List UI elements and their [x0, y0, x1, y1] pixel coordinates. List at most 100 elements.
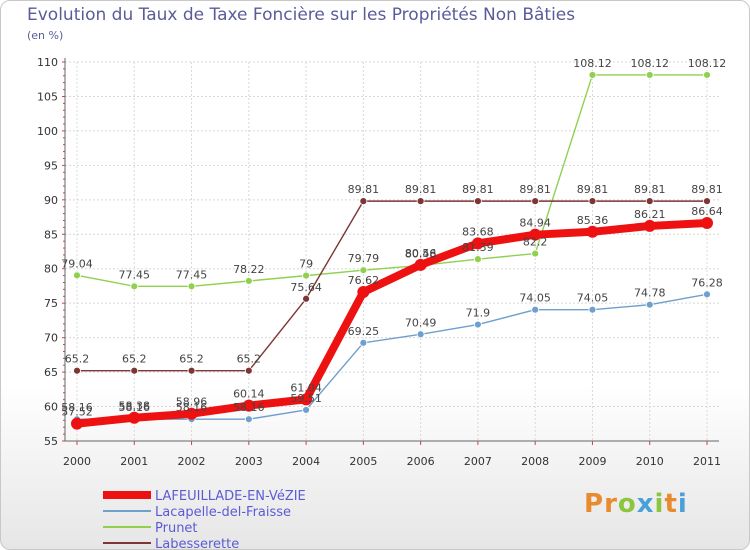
data-label: 78.22 [233, 263, 265, 276]
data-point-labesserette [187, 366, 196, 375]
x-tick-label: 2006 [407, 455, 435, 468]
data-point-lafeuillade-en-ve-zie [471, 237, 484, 250]
data-point-lafeuillade-en-ve-zie [300, 393, 313, 406]
data-point-prunet [474, 255, 482, 264]
y-tick-label: 75 [44, 297, 58, 310]
data-point-lafeuillade-en-ve-zie [701, 216, 713, 229]
data-point-labesserette [531, 197, 540, 206]
data-label: 85.36 [577, 214, 609, 227]
data-label: 58.16 [176, 401, 208, 414]
logo-letter: t [664, 489, 678, 519]
data-point-lafeuillade-en-ve-zie [185, 407, 198, 420]
data-point-lacapelle-del-fraisse [531, 305, 540, 314]
legend: LAFEUILLADE-EN-VéZIELacapelle-del-Fraiss… [103, 489, 306, 549]
data-point-lafeuillade-en-ve-zie [414, 258, 427, 271]
data-label: 84.94 [519, 217, 551, 230]
data-point-labesserette [130, 366, 139, 375]
x-tick-label: 2009 [578, 455, 606, 468]
data-label: 65.2 [65, 353, 90, 366]
legend-label: Lacapelle-del-Fraisse [155, 505, 291, 520]
data-label: 70.49 [405, 316, 437, 329]
y-tick-label: 110 [37, 56, 58, 69]
data-label: 77.45 [119, 268, 151, 281]
data-label: 89.81 [348, 183, 380, 196]
y-tick-label: 100 [37, 125, 58, 138]
data-point-labesserette [73, 366, 81, 375]
data-point-prunet [588, 71, 597, 79]
data-point-prunet [531, 249, 540, 258]
data-point-lacapelle-del-fraisse [703, 290, 711, 299]
logo-letter: r [604, 489, 618, 519]
data-label: 81.39 [462, 241, 494, 254]
data-point-prunet [302, 271, 310, 280]
y-tick-label: 60 [44, 401, 58, 414]
x-tick-label: 2011 [693, 455, 721, 468]
x-tick-label: 2003 [235, 455, 263, 468]
data-label: 79.79 [348, 252, 380, 265]
data-label: 89.81 [462, 183, 494, 196]
data-label: 65.2 [179, 353, 204, 366]
data-point-prunet [187, 282, 196, 291]
data-point-lafeuillade-en-ve-zie [128, 411, 141, 424]
data-label: 79 [299, 258, 313, 271]
data-label: 58.16 [119, 401, 151, 414]
data-point-lafeuillade-en-ve-zie [586, 225, 599, 238]
data-point-lacapelle-del-fraisse [302, 406, 310, 414]
series-line-labesserette [76, 200, 708, 372]
data-label: 58.16 [233, 401, 265, 414]
logo-letter: P [584, 489, 605, 519]
data-point-prunet [73, 271, 81, 280]
data-label: 108.12 [630, 57, 669, 70]
data-label: 79.04 [61, 257, 93, 270]
data-label: 69.25 [348, 325, 380, 338]
data-label: 60.14 [233, 388, 265, 401]
data-label: 83.68 [462, 225, 494, 238]
data-point-labesserette [645, 197, 654, 206]
data-point-labesserette [474, 197, 482, 206]
data-label: 65.2 [237, 353, 262, 366]
data-label: 59.51 [290, 392, 322, 405]
series-line-lacapelle-del-fraisse [76, 293, 708, 420]
logo-letter: x [636, 489, 655, 519]
data-point-lafeuillade-en-ve-zie [529, 228, 542, 241]
data-point-labesserette [244, 366, 253, 375]
data-point-lacapelle-del-fraisse [645, 300, 654, 309]
data-label: 76.28 [691, 276, 723, 289]
series-line-prunet [76, 74, 708, 287]
chart-unit-label: (en %) [27, 29, 64, 42]
data-point-labesserette [703, 197, 711, 206]
y-axis: 55 60 65 70 75 80 85 90 95 100 105 110 [37, 56, 66, 448]
data-point-labesserette [302, 294, 310, 303]
x-axis: 2000 2001 2002 2003 2004 2005 2006 2007 2008 2009… [63, 440, 721, 468]
logo-letter: i [677, 489, 688, 519]
data-label: 82.2 [523, 236, 548, 249]
x-tick-label: 2002 [178, 455, 206, 468]
data-point-lacapelle-del-fraisse [359, 338, 368, 347]
logo-letter: i [654, 489, 665, 519]
data-point-lafeuillade-en-ve-zie [71, 417, 83, 430]
chart-title: Evolution du Taux de Taxe Foncière sur l… [27, 5, 576, 25]
y-tick-label: 70 [44, 332, 58, 345]
data-label: 89.81 [519, 183, 551, 196]
y-tick-label: 85 [44, 228, 58, 241]
series-layer [71, 71, 713, 430]
data-label: 86.21 [634, 208, 666, 221]
data-point-lacapelle-del-fraisse [588, 305, 597, 314]
data-label: 89.81 [691, 183, 723, 196]
data-label: 57.52 [61, 406, 93, 419]
data-point-lacapelle-del-fraisse [244, 415, 253, 424]
data-label: 80.56 [405, 247, 437, 260]
data-point-prunet [703, 71, 711, 79]
data-label: 80.48 [405, 247, 437, 260]
data-point-lafeuillade-en-ve-zie [242, 399, 255, 412]
data-label: 61.04 [290, 381, 322, 394]
x-tick-label: 2004 [292, 455, 320, 468]
x-tick-label: 2007 [464, 455, 492, 468]
x-tick-label: 2005 [349, 455, 377, 468]
data-label: 58.16 [61, 401, 93, 414]
data-point-lafeuillade-en-ve-zie [357, 286, 370, 299]
data-point-prunet [130, 282, 139, 291]
x-tick-label: 2000 [63, 455, 91, 468]
data-point-labesserette [588, 197, 597, 206]
